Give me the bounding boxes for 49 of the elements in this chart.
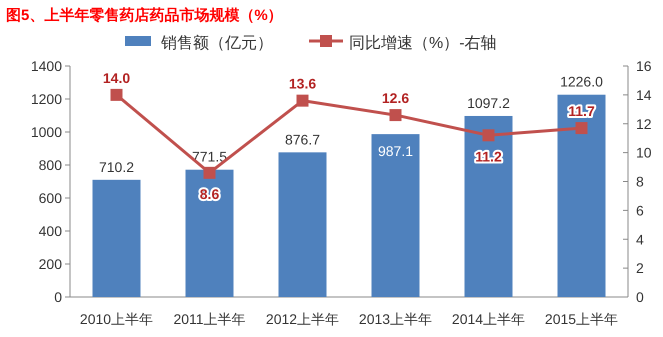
x-tick-label: 2013上半年 [358,311,432,327]
bar [372,134,420,297]
data-label: 13.6 [288,76,316,92]
data-label: 987.1 [378,143,414,160]
y-tick-label: 600 [38,190,62,206]
legend-label: 销售额（亿元） [160,34,273,52]
y-tick-label: 1000 [30,124,62,140]
y2-tick-label: 0 [636,289,644,305]
y2-tick-label: 14 [636,86,652,103]
point [482,129,494,142]
x-tick-label: 2014上半年 [452,311,526,327]
data-label: 1226.0 [560,74,604,90]
data-label: 11.2 [475,148,502,164]
y2-tick-label: 8 [636,174,644,190]
bar [464,116,512,297]
x-tick-label: 2012上半年 [266,311,340,327]
y-tick-label: 1400 [30,58,62,74]
y2-tick-label: 6 [636,202,644,218]
y2-tick-label: 10 [636,144,652,161]
x-tick-label: 2011上半年 [173,311,246,327]
y2-tick-label: 16 [636,58,652,74]
legend-label: 同比增速（%）-右轴 [349,34,497,52]
bar [278,152,326,297]
data-label: 1097.2 [467,94,510,111]
point [204,166,216,179]
y-tick-label: 400 [38,223,62,239]
y2-tick-label: 4 [636,231,644,248]
chart-title: 图5、上半年零售药店药品市场规模（%） [6,6,283,24]
data-label: 8.6 [200,186,220,202]
bar [186,170,234,297]
y-tick-label: 0 [54,289,62,305]
x-tick-label: 2010上半年 [80,311,154,327]
y-tick-label: 200 [38,256,62,272]
point [296,94,308,107]
bar [558,94,606,297]
point [110,88,122,101]
data-label: 12.6 [382,90,410,106]
data-label: 11.7 [568,103,595,120]
y-tick-label: 1200 [30,91,62,107]
x-tick-label: 2015上半年 [544,311,618,327]
y2-tick-label: 12 [636,116,652,132]
bar [92,180,140,297]
y2-tick-label: 2 [636,260,644,276]
y-tick-label: 800 [38,157,62,173]
point [576,122,588,134]
data-label: 876.7 [284,131,320,148]
point [390,109,402,122]
data-label: 14.0 [102,70,130,86]
data-label: 710.2 [98,158,134,175]
